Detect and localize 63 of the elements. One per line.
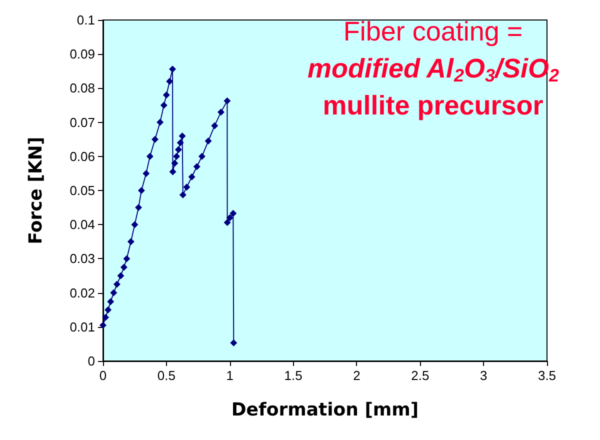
point bbox=[107, 298, 114, 306]
point bbox=[198, 152, 206, 160]
point bbox=[131, 221, 138, 228]
point bbox=[102, 314, 110, 321]
point bbox=[204, 138, 212, 145]
point bbox=[178, 132, 186, 140]
y-tick-label: 0.04 bbox=[70, 217, 95, 232]
y-tick-label: 0.07 bbox=[70, 114, 95, 130]
point bbox=[193, 163, 200, 170]
point bbox=[217, 108, 224, 116]
x-tick-label: 0 bbox=[99, 368, 107, 383]
y-axis-title: Force [KN] bbox=[26, 136, 46, 244]
point bbox=[160, 102, 168, 109]
point bbox=[135, 204, 142, 212]
x-tick-label: 1 bbox=[226, 368, 234, 383]
point bbox=[224, 97, 231, 104]
x-tick-label: 3 bbox=[480, 368, 488, 383]
point bbox=[179, 191, 186, 198]
point bbox=[224, 219, 231, 226]
point bbox=[188, 173, 196, 180]
point bbox=[230, 339, 238, 346]
point bbox=[120, 264, 128, 271]
point bbox=[169, 168, 176, 176]
point bbox=[211, 122, 218, 130]
point bbox=[117, 272, 124, 280]
y-tick-label: 0.05 bbox=[70, 183, 95, 198]
point bbox=[166, 78, 174, 85]
point bbox=[230, 210, 237, 217]
y-tick-label: 0 bbox=[88, 354, 95, 368]
point bbox=[138, 187, 145, 194]
annotation: Fiber coating = bbox=[343, 16, 523, 46]
y-tick-label: 0.1 bbox=[76, 12, 95, 28]
point bbox=[104, 306, 112, 314]
y-tick-label: 0.08 bbox=[70, 80, 95, 96]
x-tick-label: 2.5 bbox=[411, 368, 430, 383]
y-tick-label: 0.01 bbox=[70, 319, 95, 334]
x-tick-label: 0.5 bbox=[157, 368, 176, 383]
point bbox=[162, 92, 170, 99]
y-tick-label: 0.03 bbox=[70, 251, 95, 266]
point bbox=[113, 280, 120, 288]
point bbox=[176, 139, 184, 146]
point bbox=[100, 322, 106, 329]
x-tick-label: 2 bbox=[353, 368, 360, 383]
point bbox=[174, 146, 182, 154]
point bbox=[152, 136, 159, 143]
x-axis-title: Deformation [mm] bbox=[231, 400, 419, 420]
point bbox=[146, 152, 154, 160]
annotation: mullite precursor bbox=[322, 90, 544, 120]
y-tick-label: 0.06 bbox=[70, 148, 95, 164]
point bbox=[156, 118, 164, 126]
y-tick-label: 0.02 bbox=[70, 285, 95, 300]
point bbox=[110, 289, 118, 296]
point bbox=[183, 184, 190, 191]
point bbox=[171, 160, 178, 167]
x-tick-label: 1.5 bbox=[284, 368, 302, 383]
point bbox=[226, 214, 234, 222]
point bbox=[142, 170, 150, 177]
point bbox=[169, 66, 176, 73]
y-tick-label: 0.09 bbox=[70, 46, 95, 62]
point bbox=[123, 255, 130, 262]
point bbox=[127, 238, 134, 246]
x-tick-label: 3.5 bbox=[538, 368, 556, 383]
point bbox=[173, 152, 180, 160]
